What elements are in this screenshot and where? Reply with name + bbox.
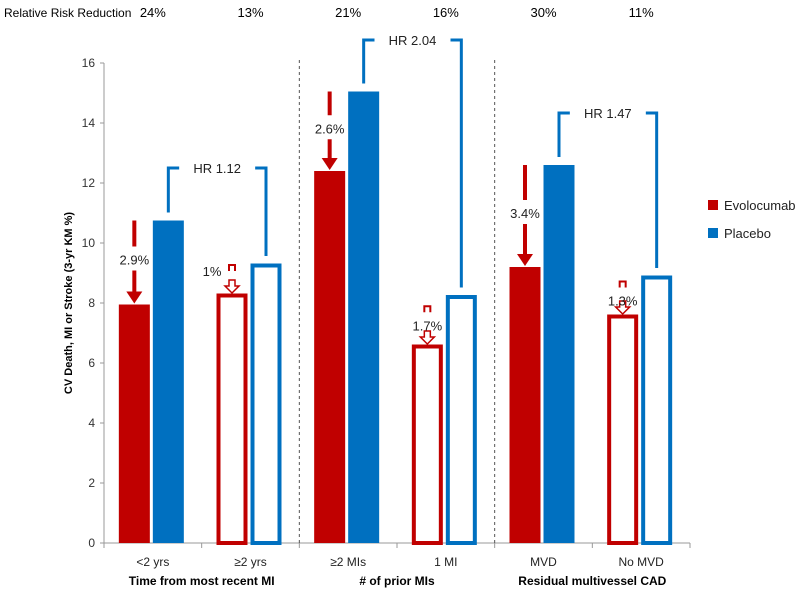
y-tick-label: 8 bbox=[88, 296, 95, 310]
legend-label: Placebo bbox=[724, 226, 771, 241]
bar-placebo bbox=[445, 295, 477, 545]
bar-placebo bbox=[250, 263, 282, 545]
down-arrow-icon bbox=[613, 300, 632, 316]
arr-label: 1.7% bbox=[413, 318, 443, 333]
rrr-value: 16% bbox=[433, 5, 459, 20]
arr-bracket bbox=[228, 264, 236, 271]
arr-bracket bbox=[618, 280, 627, 288]
bar-evolocumab bbox=[216, 293, 248, 545]
x-tick-label: No MVD bbox=[618, 555, 664, 569]
rrr-value: 11% bbox=[629, 5, 654, 20]
arr-label: 3.4% bbox=[510, 206, 540, 221]
group-label: # of prior MIs bbox=[359, 574, 435, 588]
arr-label: 2.9% bbox=[120, 253, 150, 268]
bar-placebo bbox=[543, 165, 575, 543]
hr-bracket bbox=[557, 111, 659, 268]
y-tick-label: 10 bbox=[82, 236, 96, 250]
x-tick-label: 1 MI bbox=[434, 555, 457, 569]
legend-swatch-placebo bbox=[708, 228, 718, 238]
rrr-value: 21% bbox=[335, 5, 361, 20]
bar-placebo bbox=[348, 91, 380, 543]
bar-evolocumab bbox=[607, 314, 639, 545]
y-tick-label: 14 bbox=[82, 116, 96, 130]
rrr-value: 24% bbox=[140, 5, 166, 20]
group-label: Residual multivessel CAD bbox=[518, 574, 666, 588]
hr-label: HR 1.12 bbox=[193, 161, 241, 176]
arr-label: 2.6% bbox=[315, 121, 345, 136]
down-arrow-icon bbox=[517, 254, 533, 266]
bar-evolocumab bbox=[411, 344, 443, 545]
hr-bracket bbox=[166, 166, 268, 256]
y-tick-label: 12 bbox=[82, 176, 96, 190]
bar-evolocumab bbox=[118, 304, 150, 543]
arr-label: 1% bbox=[203, 264, 222, 279]
down-arrow-icon bbox=[126, 291, 143, 304]
bar-evolocumab bbox=[509, 267, 541, 543]
y-tick-label: 4 bbox=[88, 416, 95, 430]
y-tick-label: 6 bbox=[88, 356, 95, 370]
down-arrow-icon bbox=[321, 158, 338, 170]
y-tick-label: 0 bbox=[88, 536, 95, 550]
x-tick-label: ≥2 yrs bbox=[234, 555, 267, 569]
y-tick-label: 16 bbox=[82, 56, 96, 70]
hr-label: HR 1.47 bbox=[584, 106, 632, 121]
down-arrow-icon bbox=[418, 330, 437, 346]
bar-placebo bbox=[641, 275, 673, 545]
y-axis-title: CV Death, MI or Stroke (3-yr KM %) bbox=[63, 212, 75, 394]
y-tick-label: 2 bbox=[88, 476, 95, 490]
legend-label: Evolocumab bbox=[724, 198, 796, 213]
x-tick-label: MVD bbox=[530, 555, 557, 569]
rrr-value: 13% bbox=[237, 5, 263, 20]
group-label: Time from most recent MI bbox=[129, 574, 275, 588]
x-tick-label: ≥2 MIs bbox=[330, 555, 366, 569]
bar-placebo bbox=[152, 220, 184, 543]
arr-label: 1.3% bbox=[608, 294, 638, 309]
hr-label: HR 2.04 bbox=[389, 33, 437, 48]
x-tick-label: <2 yrs bbox=[136, 555, 169, 569]
legend-swatch-evolocumab bbox=[708, 200, 718, 210]
down-arrow-icon bbox=[223, 279, 241, 295]
bar-evolocumab bbox=[314, 171, 346, 543]
arr-bracket bbox=[423, 305, 432, 313]
rrr-label: Relative Risk Reduction bbox=[4, 6, 131, 20]
rrr-value: 30% bbox=[530, 5, 556, 20]
hr-bracket bbox=[362, 38, 463, 288]
